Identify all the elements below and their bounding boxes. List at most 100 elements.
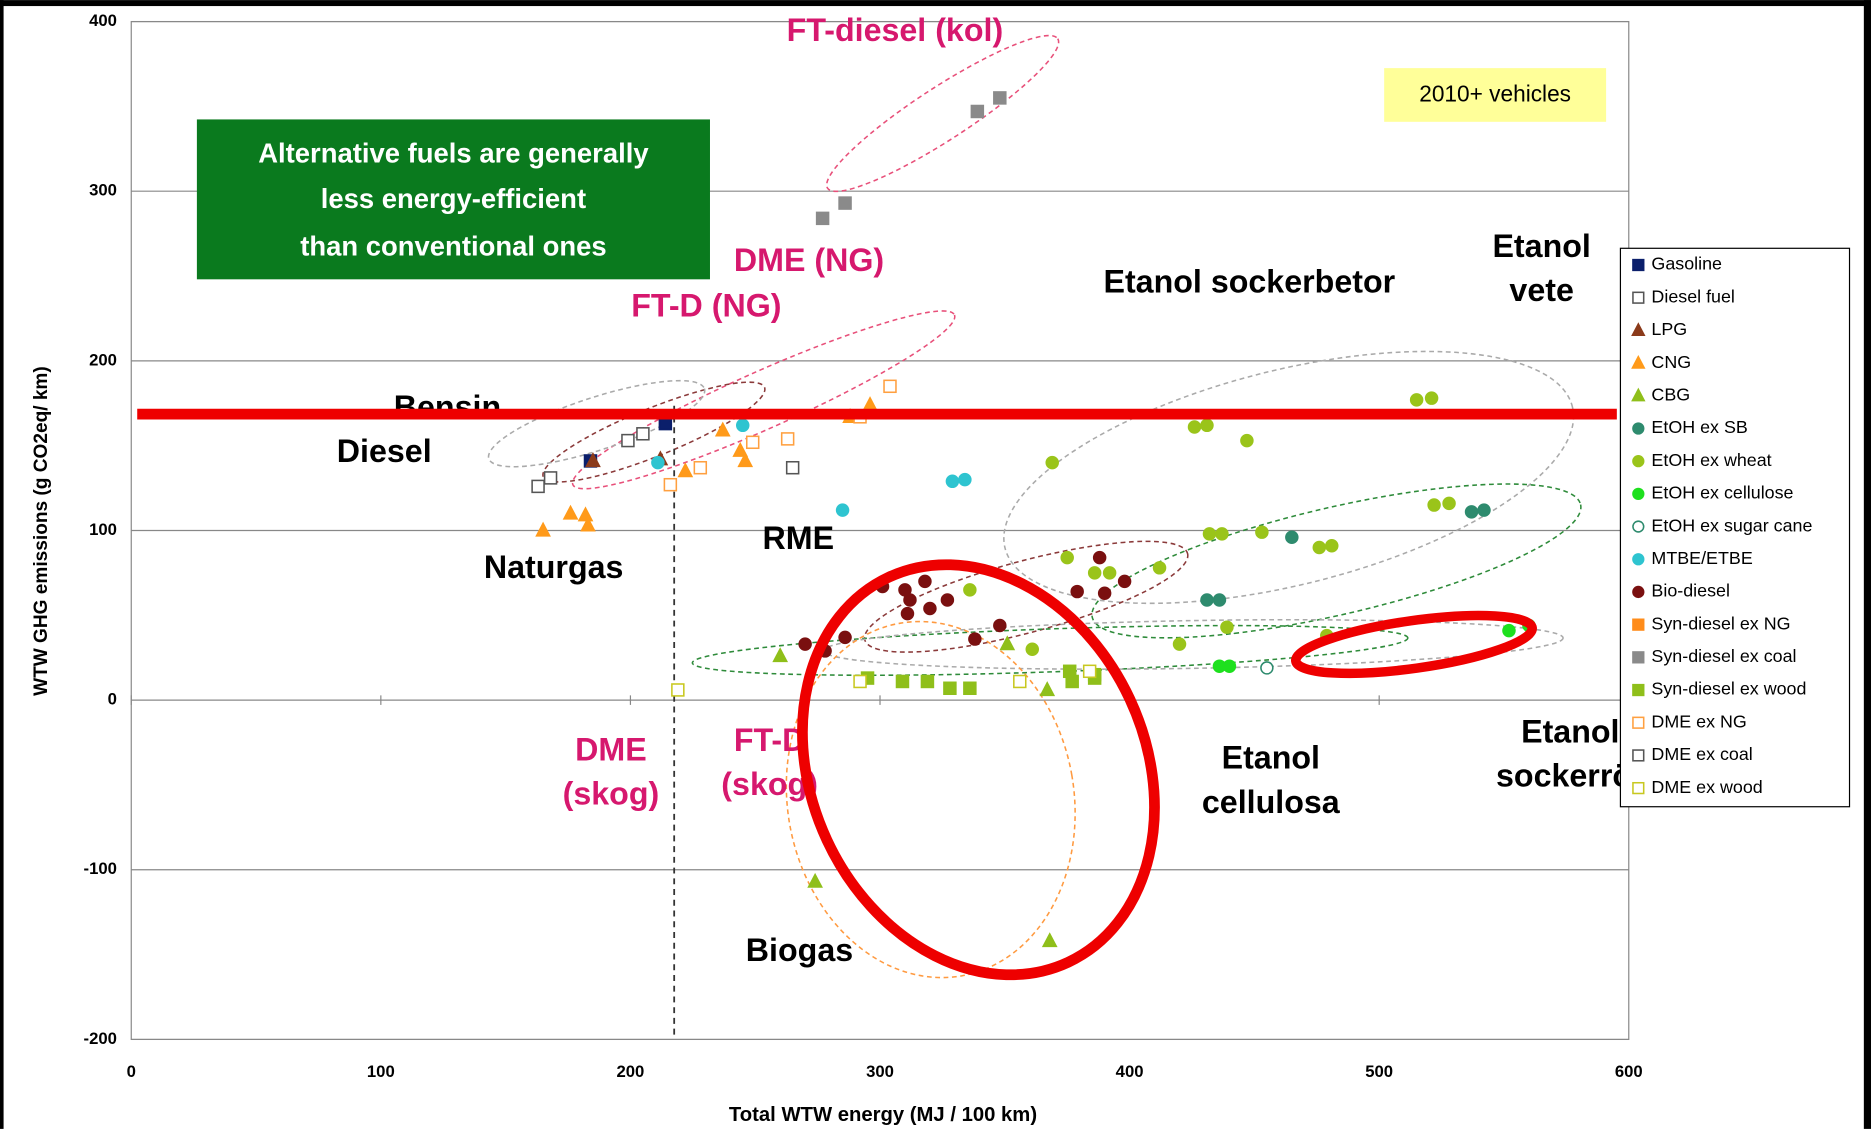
legend-label: Diesel fuel	[1651, 286, 1734, 306]
y-tick-label: -100	[84, 859, 117, 878]
box-text: less energy-efficient	[321, 183, 586, 214]
marker	[785, 460, 800, 475]
annotation: RME	[762, 520, 834, 556]
marker	[693, 460, 708, 475]
marker	[918, 574, 932, 589]
marker	[1039, 681, 1056, 697]
marker	[1013, 674, 1027, 689]
marker	[1041, 932, 1058, 948]
top-border	[0, 0, 1871, 7]
right-border	[1863, 0, 1871, 1129]
marker	[1215, 527, 1229, 541]
marker	[736, 418, 750, 433]
marker	[815, 211, 830, 226]
marker	[1060, 550, 1074, 565]
x-tick-label: 200	[617, 1062, 645, 1081]
marker	[963, 681, 977, 695]
legend-label: Syn-diesel ex wood	[1651, 679, 1806, 699]
annotation: FT-D	[734, 722, 806, 758]
marker	[585, 452, 601, 468]
annotation: Etanol	[1222, 740, 1320, 776]
marker	[838, 196, 852, 210]
highlight-ellipse	[1291, 610, 1537, 679]
ellipse	[785, 620, 1076, 979]
marker	[580, 516, 596, 532]
marker	[1045, 455, 1059, 470]
box-text: Alternative fuels are generally	[258, 137, 649, 168]
x-tick-label: 400	[1116, 1062, 1144, 1081]
marker	[807, 872, 823, 888]
marker	[1187, 420, 1202, 434]
marker	[1152, 561, 1167, 575]
marker	[780, 432, 795, 446]
marker	[1477, 503, 1491, 517]
marker	[1092, 550, 1107, 565]
x-tick-label: 500	[1365, 1062, 1393, 1081]
x-tick-label: 100	[367, 1062, 395, 1081]
ellipse	[691, 624, 1409, 677]
marker	[993, 618, 1007, 633]
y-tick-label: 0	[108, 690, 117, 709]
ellipse	[825, 34, 1060, 193]
legend-label: Syn-diesel ex coal	[1651, 646, 1796, 666]
ellipse	[1003, 350, 1575, 605]
marker	[1102, 566, 1117, 580]
legend-marker	[1632, 258, 1645, 272]
marker	[1220, 620, 1234, 634]
annotation: FT-diesel (kol)	[787, 12, 1004, 48]
marker	[963, 583, 977, 597]
marker	[1025, 642, 1040, 656]
marker	[621, 433, 635, 448]
marker	[883, 379, 897, 394]
marker	[677, 462, 694, 478]
marker	[1097, 586, 1112, 601]
legend-marker	[1632, 781, 1645, 795]
marker	[1260, 661, 1274, 675]
legend-label: LPG	[1651, 319, 1687, 339]
legend-marker	[1632, 716, 1645, 729]
x-tick-label: 0	[127, 1062, 136, 1081]
markers	[531, 91, 1536, 948]
annotation: Naturgas	[484, 549, 624, 585]
y-axis-label: WTW GHG emissions (g CO2eq/ km)	[31, 366, 52, 696]
marker	[1062, 664, 1077, 679]
marker	[853, 674, 867, 689]
green-box	[196, 119, 710, 280]
marker	[651, 455, 665, 470]
marker	[1325, 539, 1339, 553]
marker	[663, 477, 678, 492]
y-tick-label: 100	[89, 520, 117, 539]
marker	[535, 521, 551, 537]
legend-marker	[1632, 291, 1645, 304]
legend-label: CBG	[1651, 384, 1690, 404]
annotation: FT-D (NG)	[631, 287, 781, 323]
marker	[543, 471, 558, 485]
legend-label: EtOH ex wheat	[1651, 450, 1771, 470]
legend-marker	[1632, 553, 1645, 566]
marker	[970, 104, 985, 119]
legend-marker	[1631, 354, 1646, 369]
legend-marker	[1632, 520, 1645, 533]
marker	[920, 674, 935, 689]
legend-marker	[1632, 683, 1645, 697]
y-tick-label: 400	[89, 11, 117, 30]
left-border	[0, 0, 4, 1129]
marker	[1285, 530, 1299, 545]
legend-marker	[1632, 618, 1645, 631]
annotation: DME (NG)	[734, 242, 884, 278]
annotation: Biogas	[746, 932, 853, 968]
annotation: Etanol sockerbetor	[1103, 264, 1395, 300]
x-axis-label: Total WTW energy (MJ / 100 km)	[729, 1104, 1037, 1126]
legend-marker	[1632, 749, 1645, 762]
legend-marker	[1632, 422, 1645, 435]
marker	[923, 601, 937, 616]
annotation: (skog)	[563, 776, 660, 812]
marker	[798, 637, 812, 651]
y-tick-label: 300	[89, 181, 117, 200]
marker	[1212, 593, 1227, 607]
legend-marker	[1632, 487, 1645, 501]
legend-label: Gasoline	[1651, 254, 1722, 274]
marker	[1117, 574, 1132, 589]
marker	[958, 472, 972, 487]
marker	[1202, 527, 1217, 541]
